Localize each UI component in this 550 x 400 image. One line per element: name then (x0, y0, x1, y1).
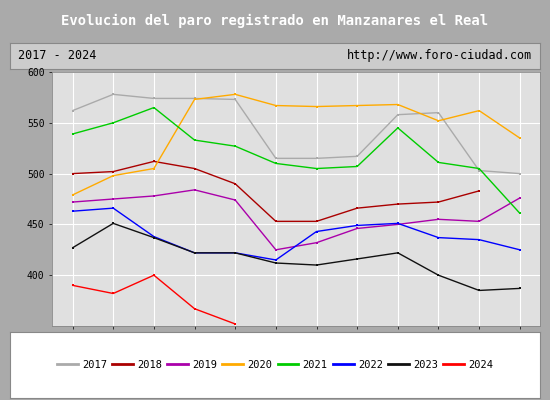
Text: 2017 - 2024: 2017 - 2024 (18, 49, 96, 62)
Legend: 2017, 2018, 2019, 2020, 2021, 2022, 2023, 2024: 2017, 2018, 2019, 2020, 2021, 2022, 2023… (53, 356, 497, 374)
Text: Evolucion del paro registrado en Manzanares el Real: Evolucion del paro registrado en Manzana… (62, 14, 488, 28)
Text: http://www.foro-ciudad.com: http://www.foro-ciudad.com (347, 49, 532, 62)
